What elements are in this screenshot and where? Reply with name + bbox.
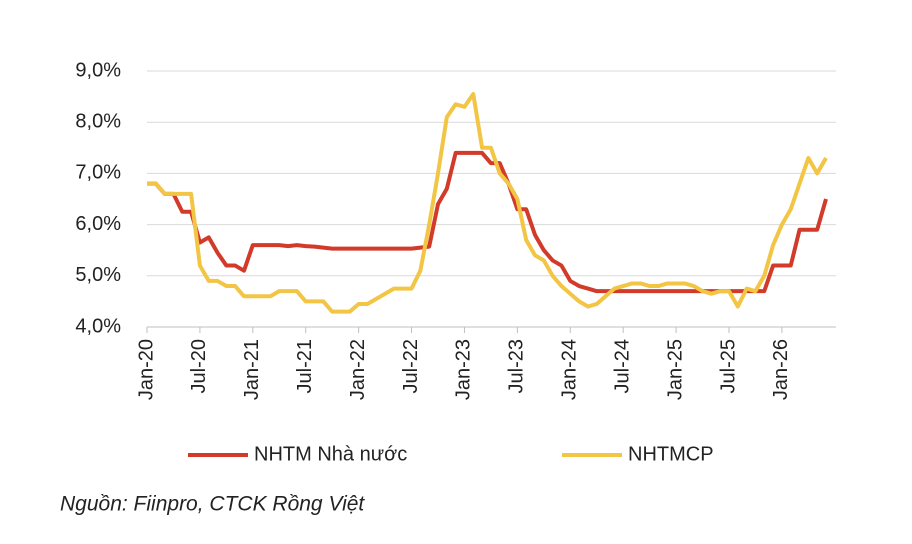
series-line bbox=[147, 92, 828, 314]
x-tick-label: Jul-20 bbox=[188, 339, 210, 393]
x-tick-label: Jan-20 bbox=[135, 339, 157, 400]
x-tick-label: Jan-26 bbox=[770, 339, 792, 400]
x-tick-label: Jul-21 bbox=[294, 339, 316, 393]
legend-label: NHTMCP bbox=[628, 443, 714, 465]
x-tick-label: Jan-21 bbox=[241, 339, 263, 400]
x-tick-label: Jan-24 bbox=[559, 339, 581, 400]
series-line bbox=[147, 150, 828, 294]
source-note: Nguồn: Fiinpro, CTCK Rồng Việt bbox=[60, 493, 365, 516]
y-tick-label: 6,0% bbox=[75, 213, 121, 235]
x-tick-label: Jan-22 bbox=[347, 339, 369, 400]
y-tick-label: 5,0% bbox=[75, 264, 121, 286]
x-tick-label: Jul-24 bbox=[611, 339, 633, 393]
y-tick-label: 9,0% bbox=[75, 59, 121, 81]
x-tick-label: Jan-23 bbox=[453, 339, 475, 400]
x-tick-label: Jan-25 bbox=[664, 339, 686, 400]
x-tick-label: Jul-23 bbox=[506, 339, 528, 393]
y-tick-label: 4,0% bbox=[75, 315, 121, 337]
y-tick-label: 7,0% bbox=[75, 162, 121, 184]
x-tick-label: Jul-25 bbox=[717, 339, 739, 393]
y-tick-label: 8,0% bbox=[75, 110, 121, 132]
legend-label: NHTM Nhà nước bbox=[254, 443, 407, 465]
x-tick-label: Jul-22 bbox=[400, 339, 422, 393]
